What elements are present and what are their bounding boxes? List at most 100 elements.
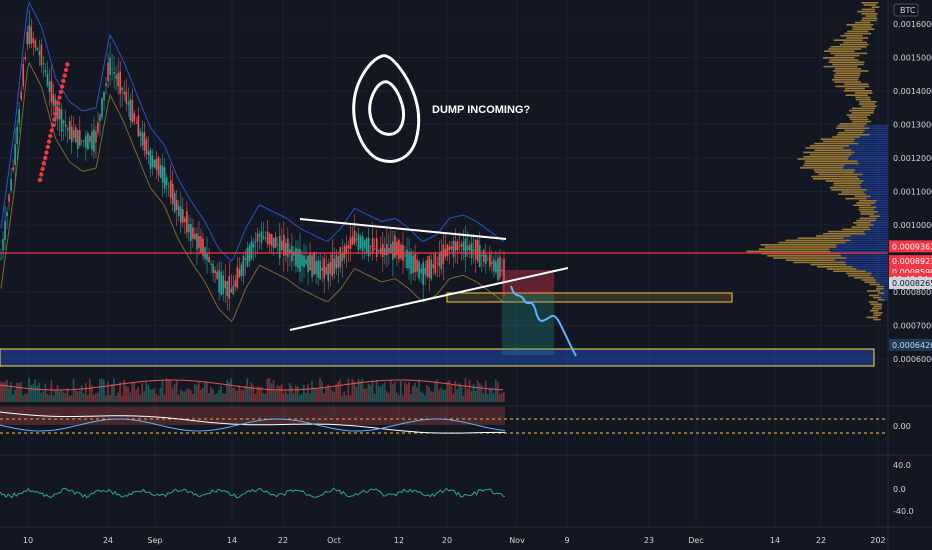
candle-body (165, 178, 168, 186)
volume-bar (387, 393, 390, 402)
candle-body (434, 254, 437, 274)
candle-body (220, 271, 222, 295)
candle-body (373, 248, 376, 250)
time-axis-label: 20 (442, 536, 452, 545)
candle-body (157, 157, 160, 176)
volume-profile-bar (846, 114, 871, 116)
volume-bar (50, 380, 53, 402)
volume-bar (496, 382, 499, 402)
volume-profile-bar (828, 48, 862, 50)
volume-bar (32, 384, 35, 402)
volume-profile-bar (854, 277, 874, 279)
volume-bar (252, 385, 255, 402)
volume-bar (436, 379, 439, 402)
candle-body (359, 236, 362, 249)
volume-bar (6, 380, 8, 402)
time-axis[interactable]: 10 24 Sep 14 22 Oct 12 20 Nov 9 23 Dec 14 22 202 (23, 536, 886, 545)
candle-body (367, 237, 370, 257)
volume-bar (418, 379, 420, 402)
volume-bar (228, 381, 230, 402)
candle-body (143, 132, 146, 151)
price-axis-label: 0.00100000 (893, 221, 932, 230)
candle-body (305, 259, 307, 265)
candle-body (60, 109, 63, 132)
candle-body (26, 32, 29, 45)
triangle-upper-line[interactable] (299, 218, 507, 240)
volume-profile-bar (845, 94, 868, 96)
price-axis[interactable]: 0.00160000 0.00150000 0.00140000 0.00130000… (893, 20, 932, 364)
volume-profile-bar (869, 127, 888, 129)
sar-dots (37, 62, 70, 183)
volume-bar (125, 385, 127, 402)
candle-body (184, 218, 186, 223)
volume-bar (127, 387, 129, 402)
position-target-box[interactable] (502, 294, 554, 355)
volume-bar (470, 391, 473, 402)
candle-body (418, 261, 420, 279)
volume-bar (379, 386, 382, 402)
blue-zone[interactable] (0, 348, 875, 367)
volume-profile-bar (873, 208, 888, 211)
volume-bar (84, 383, 87, 402)
orange-zone[interactable] (446, 292, 733, 303)
volume-bar (313, 387, 315, 402)
volume-profile-bar (837, 125, 865, 127)
volume-bar (381, 384, 384, 402)
candle-body (24, 57, 27, 60)
volume-profile-bar (844, 32, 872, 35)
volume-bar (240, 389, 243, 402)
volume-bar (96, 392, 99, 402)
candle-body (40, 44, 43, 66)
volume-bar (335, 384, 338, 402)
volume-profile-bar (873, 314, 881, 316)
volume-bar (456, 389, 459, 402)
candle-body (129, 99, 132, 121)
volume-profile-bar (859, 217, 877, 220)
volume-bar (438, 389, 441, 402)
volume-bar (206, 381, 208, 402)
candle-body (503, 258, 505, 282)
volume-profile-bar (877, 211, 888, 213)
candle-body (117, 73, 119, 87)
candle-body (206, 253, 208, 261)
candle-body (309, 253, 311, 271)
volume-bar (373, 393, 376, 402)
volume-profile-bar (843, 90, 872, 92)
candle-body (436, 263, 439, 265)
volume-profile-bar (785, 239, 851, 242)
candle-body (85, 135, 87, 148)
triangle-lower-line[interactable] (289, 267, 569, 331)
volume-bar (341, 395, 344, 402)
volume-profile-bar (857, 10, 876, 13)
candle-body (323, 258, 326, 279)
volume-profile-bar (831, 189, 867, 191)
volume-bar (466, 388, 469, 402)
sar-dot (54, 106, 60, 111)
volume-profile-bar (861, 279, 876, 281)
sar-dot (37, 177, 43, 183)
candle-body (422, 262, 424, 285)
volume-bar (34, 379, 37, 402)
osc1-main-line (0, 418, 506, 432)
candle-body (317, 260, 319, 278)
candle-body (262, 236, 265, 239)
volume-profile-bar (851, 112, 874, 114)
volume-profile-bar (817, 266, 853, 268)
candle-body (264, 238, 267, 239)
candle-body (313, 252, 315, 275)
volume-bar (383, 382, 386, 402)
volume-bar (472, 383, 475, 402)
candle-body (131, 99, 134, 123)
volume-profile-bar (853, 171, 888, 173)
volume-profile-bar (793, 261, 846, 264)
volume-bar (70, 395, 73, 402)
price-tag-label: 0.00064208 (892, 341, 932, 350)
volume-bar (359, 381, 362, 402)
candle-body (99, 114, 101, 121)
volume-bar (408, 381, 410, 402)
volume-bar (133, 382, 136, 402)
volume-bar (323, 393, 325, 402)
volume-bar (159, 388, 162, 402)
volume-bar (58, 391, 61, 402)
